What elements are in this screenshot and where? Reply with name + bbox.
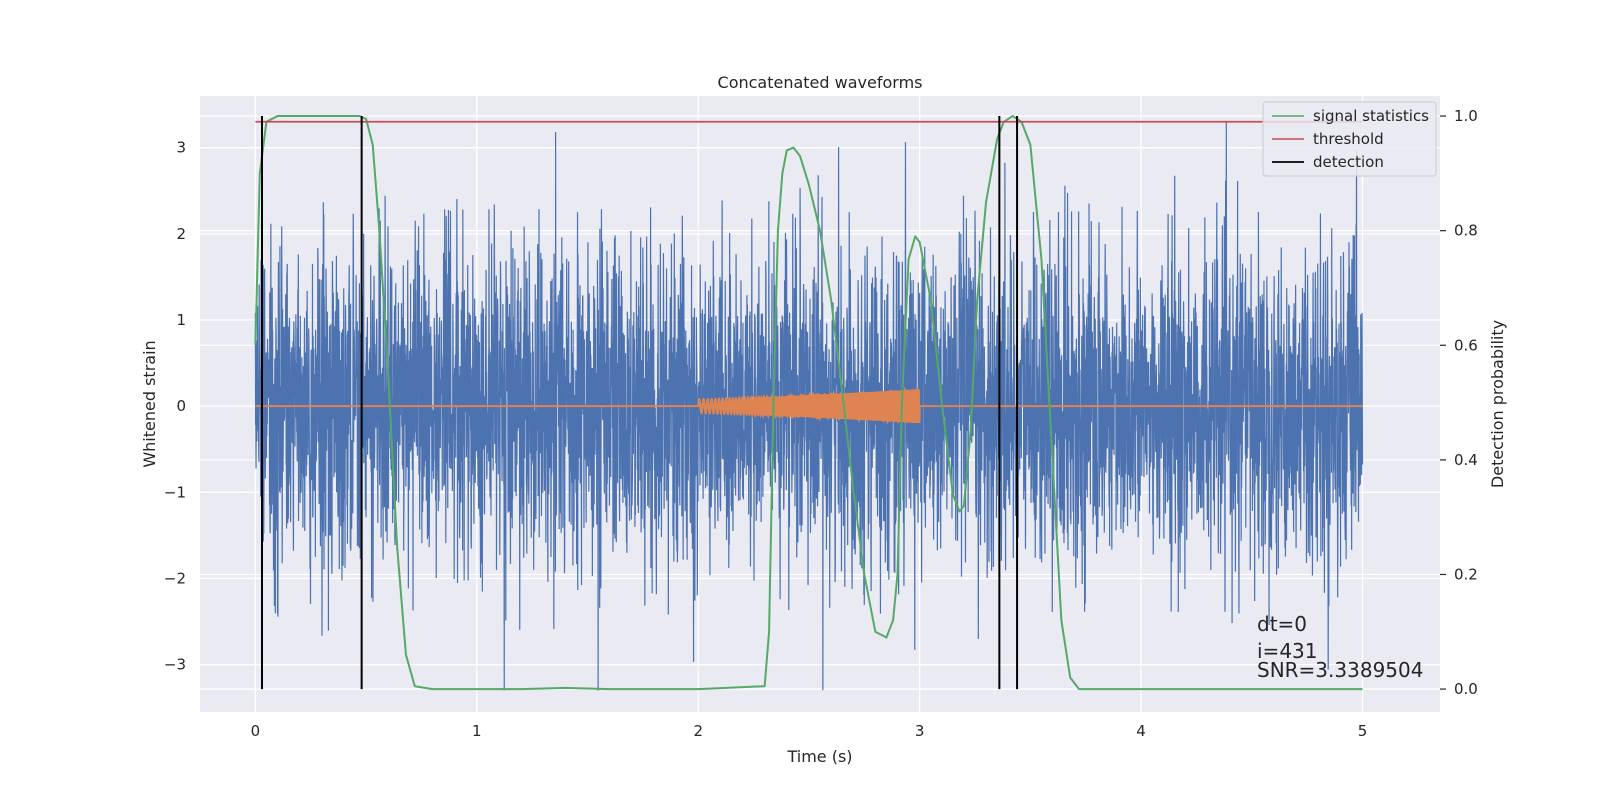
y-tick-label-left-1: −2	[164, 569, 186, 587]
chart-title: Concatenated waveforms	[718, 73, 923, 92]
y-tick-label-right-3: 0.6	[1454, 336, 1478, 354]
legend-label-detection: detection	[1313, 153, 1384, 171]
template-chirp	[697, 386, 921, 426]
x-tick-label-5: 5	[1358, 722, 1368, 740]
legend-box	[1262, 101, 1437, 177]
legend-label-signal-statistics: signal statistics	[1313, 107, 1429, 125]
x-axis-label: Time (s)	[786, 747, 852, 766]
series-signal-statistics	[254, 115, 1363, 691]
y-tick-label-right-0: 0.0	[1454, 680, 1478, 698]
annotation-dt: dt=0	[1257, 612, 1307, 636]
y-tick-label-right-1: 0.2	[1454, 565, 1478, 583]
y-tick-label-right-2: 0.4	[1454, 451, 1478, 469]
legend-label-threshold: threshold	[1313, 130, 1384, 148]
y-tick-label-right-5: 1.0	[1454, 107, 1478, 125]
x-tick-label-4: 4	[1136, 722, 1146, 740]
annotation-snr: SNR=3.3389504	[1257, 658, 1423, 682]
annotation-i: i=431	[1257, 639, 1318, 663]
axis-ticks: 0 1 2 3 4 5 −3 −2 −1 0 1 2 3 0.0 0.2 0.4 0.6 0.8 1.0	[164, 107, 1478, 740]
y-axis-label-right: Detection probability	[1488, 320, 1507, 488]
x-tick-label-2: 2	[693, 722, 703, 740]
x-tick-label-3: 3	[915, 722, 925, 740]
y-tick-label-left-2: −1	[164, 483, 186, 501]
legend: signal statistics threshold detection	[1262, 101, 1437, 177]
y-axis-label-left: Whitened strain	[140, 340, 159, 467]
series-detection	[261, 116, 1019, 690]
y-tick-label-left-0: −3	[164, 656, 186, 674]
x-tick-label-1: 1	[472, 722, 482, 740]
strain-line	[254, 121, 1364, 691]
series-template	[255, 386, 1363, 426]
signal-statistics-line	[254, 115, 1363, 691]
y-tick-label-left-5: 2	[176, 225, 186, 243]
y-tick-label-left-6: 3	[176, 139, 186, 157]
y-tick-label-left-3: 0	[176, 397, 186, 415]
annotation-text: dt=0 i=431 SNR=3.3389504	[1257, 612, 1423, 682]
series-whitened-strain	[254, 121, 1364, 691]
y-tick-label-left-4: 1	[176, 311, 186, 329]
x-tick-label-0: 0	[251, 722, 261, 740]
y-tick-label-right-4: 0.8	[1454, 222, 1478, 240]
